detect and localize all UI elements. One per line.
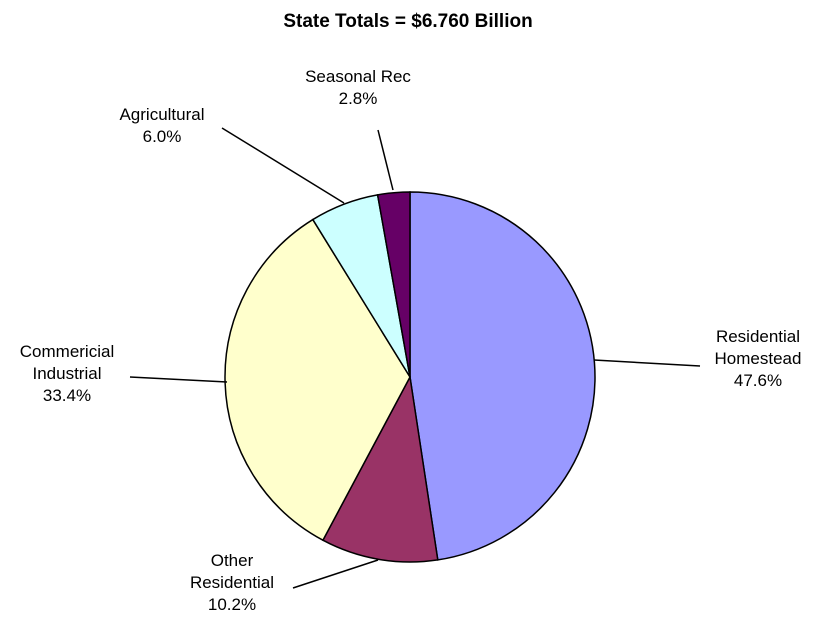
slice-name-line: Industrial: [33, 364, 102, 383]
leader-line-other-residential: [292, 559, 379, 589]
slice-label-residential-homestead: Residential Homestead 47.6%: [715, 327, 802, 390]
pie-slice-seasonal-rec: [376, 191, 411, 378]
pie-slice-commericial-industrial: [224, 218, 411, 542]
slice-value-label: 6.0%: [143, 127, 182, 146]
slice-name-line: Homestead: [715, 349, 802, 368]
slice-label-seasonal-rec: Seasonal Rec 2.8%: [305, 67, 411, 108]
leader-lines: [129, 127, 701, 589]
leader-line-agricultural: [221, 127, 345, 204]
slice-value-label: 47.6%: [734, 371, 782, 390]
leader-line-residential-homestead: [593, 359, 701, 367]
slice-name-line: Seasonal Rec: [305, 67, 411, 86]
slice-name-line: Residential: [190, 573, 274, 592]
slice-name-line: Other: [211, 551, 254, 570]
pie-slice-residential-homestead: [409, 191, 596, 561]
slice-value-label: 10.2%: [208, 595, 256, 614]
slice-name-line: Agricultural: [119, 105, 204, 124]
pie-slice-other-residential: [321, 374, 439, 563]
slice-name-line: Commericial: [20, 342, 114, 361]
chart-title: State Totals = $6.760 Billion: [283, 11, 532, 32]
slice-label-agricultural: Agricultural 6.0%: [119, 105, 204, 146]
leader-line-commericial-industrial: [129, 376, 228, 383]
slice-name-line: Residential: [716, 327, 800, 346]
slice-labels: Residential Homestead 47.6% Other Residentia…: [20, 67, 802, 614]
leader-line-seasonal-rec: [377, 129, 394, 191]
slice-value-label: 2.8%: [339, 89, 378, 108]
pie-slices: [224, 191, 596, 563]
slice-value-label: 33.4%: [43, 386, 91, 405]
slice-label-commericial-industrial: Commericial Industrial 33.4%: [20, 342, 114, 405]
slice-label-other-residential: Other Residential 10.2%: [190, 551, 274, 614]
